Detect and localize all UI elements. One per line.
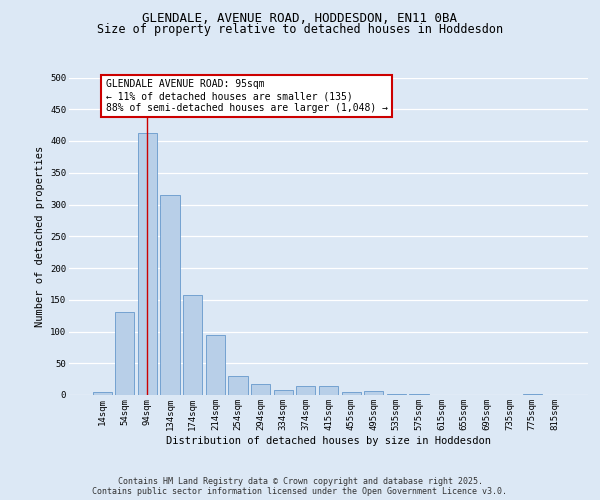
Bar <box>409 394 428 395</box>
Bar <box>160 195 180 395</box>
Bar <box>319 386 338 395</box>
Text: Contains public sector information licensed under the Open Government Licence v3: Contains public sector information licen… <box>92 487 508 496</box>
Bar <box>229 376 248 395</box>
Bar <box>274 390 293 395</box>
Bar <box>92 392 112 395</box>
Bar <box>183 296 202 395</box>
Y-axis label: Number of detached properties: Number of detached properties <box>35 146 44 327</box>
Bar <box>341 392 361 395</box>
X-axis label: Distribution of detached houses by size in Hoddesdon: Distribution of detached houses by size … <box>166 436 491 446</box>
Bar <box>364 391 383 395</box>
Text: Contains HM Land Registry data © Crown copyright and database right 2025.: Contains HM Land Registry data © Crown c… <box>118 478 482 486</box>
Bar <box>523 394 542 395</box>
Bar <box>206 334 225 395</box>
Bar <box>251 384 270 395</box>
Bar <box>296 386 316 395</box>
Text: GLENDALE AVENUE ROAD: 95sqm
← 11% of detached houses are smaller (135)
88% of se: GLENDALE AVENUE ROAD: 95sqm ← 11% of det… <box>106 80 388 112</box>
Text: Size of property relative to detached houses in Hoddesdon: Size of property relative to detached ho… <box>97 22 503 36</box>
Bar <box>115 312 134 395</box>
Text: GLENDALE, AVENUE ROAD, HODDESDON, EN11 0BA: GLENDALE, AVENUE ROAD, HODDESDON, EN11 0… <box>143 12 458 26</box>
Bar <box>138 134 157 395</box>
Bar <box>387 394 406 395</box>
